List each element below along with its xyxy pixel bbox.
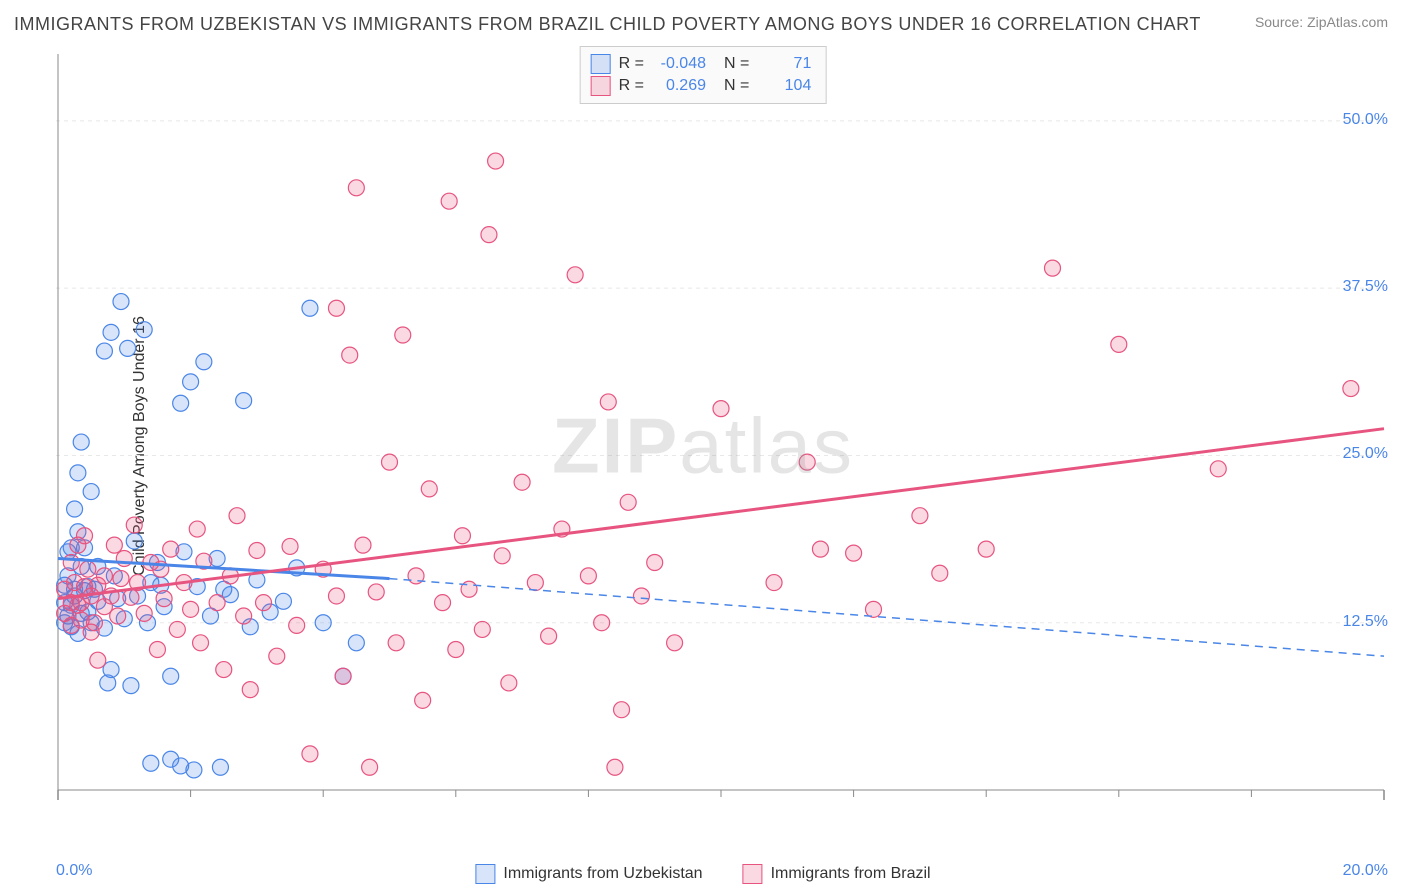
stats-row-uzbekistan: R = -0.048 N = 71 [591,53,812,75]
stats-row-brazil: R = 0.269 N = 104 [591,75,812,97]
stats-legend: R = -0.048 N = 71 R = 0.269 N = 104 [580,46,827,104]
n-value-uzbekistan: 71 [757,53,811,75]
x-tick-min: 0.0% [56,862,92,880]
y-tick-label: 25.0% [1343,445,1388,463]
y-tick-label: 12.5% [1343,613,1388,631]
source-attribution: Source: ZipAtlas.com [1255,14,1388,30]
legend-label-uzbekistan: Immigrants from Uzbekistan [503,865,702,882]
x-tick-max: 20.0% [1343,862,1388,880]
footer-legend: Immigrants from Uzbekistan Immigrants fr… [475,864,930,884]
chart-title: IMMIGRANTS FROM UZBEKISTAN VS IMMIGRANTS… [14,14,1201,35]
n-label-2: N = [724,75,749,97]
legend-item-brazil: Immigrants from Brazil [743,864,931,884]
r-label-2: R = [619,75,644,97]
plot-svg [56,50,1386,820]
n-label: N = [724,53,749,75]
legend-item-uzbekistan: Immigrants from Uzbekistan [475,864,702,884]
r-value-uzbekistan: -0.048 [652,53,706,75]
source-name: ZipAtlas.com [1307,14,1388,30]
y-tick-label: 37.5% [1343,278,1388,296]
chart-container: IMMIGRANTS FROM UZBEKISTAN VS IMMIGRANTS… [0,0,1406,892]
swatch-brazil [591,76,611,96]
source-prefix: Source: [1255,14,1307,30]
r-value-brazil: 0.269 [652,75,706,97]
plot-area [56,50,1386,820]
swatch-uzbekistan [591,54,611,74]
y-tick-label: 50.0% [1343,111,1388,129]
r-label: R = [619,53,644,75]
footer-swatch-uzbekistan [475,864,495,884]
n-value-brazil: 104 [757,75,811,97]
footer-swatch-brazil [743,864,763,884]
legend-label-brazil: Immigrants from Brazil [771,865,931,882]
